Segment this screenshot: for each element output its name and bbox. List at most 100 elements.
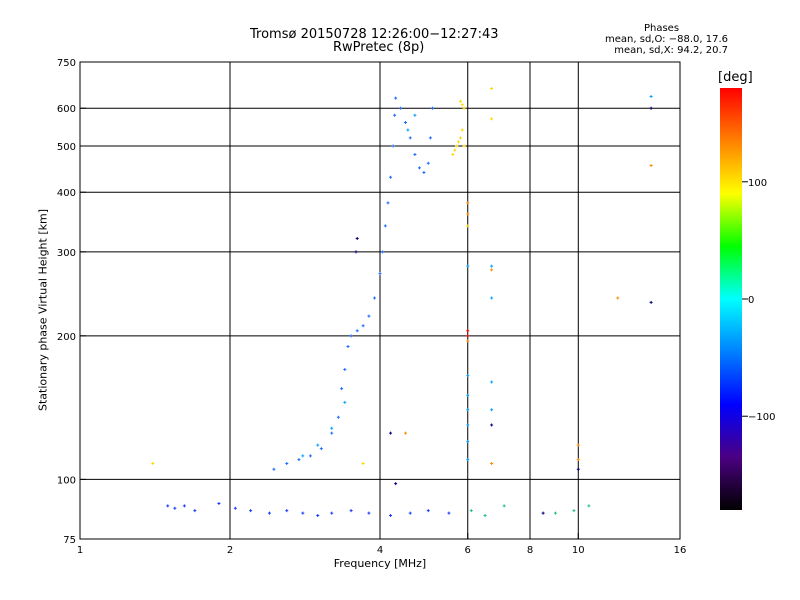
data-point — [361, 461, 365, 465]
data-point — [490, 86, 494, 90]
data-point — [406, 128, 410, 132]
data-point — [649, 300, 653, 304]
data-point — [460, 103, 464, 107]
data-point — [267, 511, 271, 515]
data-point — [431, 106, 435, 110]
data-point — [354, 250, 358, 254]
x-tick-label: 2 — [227, 545, 233, 556]
data-point — [422, 170, 426, 174]
data-point — [383, 224, 387, 228]
data-point — [553, 511, 557, 515]
y-tick-label: 600 — [57, 104, 76, 115]
data-point — [297, 458, 301, 462]
data-point — [394, 482, 398, 486]
data-point — [413, 113, 417, 117]
data-point — [458, 99, 462, 103]
chart-subtitle: RwPretec (8p) — [333, 40, 425, 55]
data-point — [466, 334, 470, 338]
data-point — [355, 236, 359, 240]
colorbar-unit-label: [deg] — [718, 70, 753, 85]
data-point — [490, 408, 494, 412]
data-point — [389, 431, 393, 435]
data-point — [649, 94, 653, 98]
data-point — [466, 393, 470, 397]
data-point — [426, 509, 430, 513]
data-point — [166, 504, 170, 508]
data-point — [616, 296, 620, 300]
data-point — [361, 324, 365, 328]
data-point — [343, 367, 347, 371]
data-point — [403, 121, 407, 125]
data-point — [391, 144, 395, 148]
data-point — [462, 144, 466, 148]
data-point — [173, 506, 177, 510]
phase-stats: Phases mean, sd,O: −88.0, 17.6 mean, sd,… — [605, 23, 728, 56]
data-point — [373, 296, 377, 300]
data-point — [576, 467, 580, 471]
data-point — [381, 250, 385, 254]
data-point — [576, 443, 580, 447]
data-point — [399, 106, 403, 110]
data-point — [447, 511, 451, 515]
data-point — [490, 296, 494, 300]
data-point — [466, 339, 470, 343]
data-point — [417, 166, 421, 170]
data-point — [319, 447, 323, 451]
y-tick-label: 750 — [57, 58, 76, 69]
data-point — [490, 264, 494, 268]
y-tick-label: 100 — [57, 475, 76, 486]
data-point — [408, 136, 412, 140]
data-point — [349, 509, 353, 513]
data-point — [182, 504, 186, 508]
data-point — [394, 96, 398, 100]
data-points — [151, 86, 653, 518]
x-tick-label: 1 — [77, 545, 83, 556]
data-point — [466, 374, 470, 378]
data-point — [490, 423, 494, 427]
data-point — [466, 408, 470, 412]
y-tick-label: 300 — [57, 248, 76, 259]
data-point — [346, 344, 350, 348]
data-point — [336, 415, 340, 419]
data-point — [413, 152, 417, 156]
data-point — [483, 514, 487, 518]
data-point — [330, 431, 334, 435]
data-point — [316, 514, 320, 518]
data-point — [490, 117, 494, 121]
data-point — [301, 454, 305, 458]
data-point — [466, 440, 470, 444]
x-tick-label: 8 — [527, 545, 533, 556]
x-tick-label: 16 — [674, 545, 687, 556]
data-point — [217, 502, 221, 506]
data-point — [193, 509, 197, 513]
x-tick-label: 6 — [465, 545, 471, 556]
data-point — [453, 148, 457, 152]
data-point — [367, 314, 371, 318]
data-point — [426, 161, 430, 165]
data-point — [490, 268, 494, 272]
data-point — [466, 201, 470, 205]
data-point — [330, 426, 334, 430]
data-point — [355, 329, 359, 333]
y-tick-label: 200 — [57, 332, 76, 343]
colorbar-tick-label: 100 — [748, 178, 767, 189]
y-axis-ticks: 75 100 200 300 400 500 600 750 — [57, 58, 86, 546]
data-point — [576, 458, 580, 462]
y-tick-label: 500 — [57, 142, 76, 153]
data-point — [393, 113, 397, 117]
data-point — [367, 511, 371, 515]
data-point — [490, 380, 494, 384]
data-point — [308, 454, 312, 458]
data-point — [466, 458, 470, 462]
y-tick-label: 400 — [57, 188, 76, 199]
data-point — [151, 461, 155, 465]
data-point — [458, 136, 462, 140]
x-tick-label: 4 — [377, 545, 383, 556]
data-point — [466, 212, 470, 216]
data-point — [490, 461, 494, 465]
data-point — [587, 504, 591, 508]
data-point — [457, 140, 461, 144]
y-tick-label: 75 — [63, 535, 76, 546]
data-point — [386, 201, 390, 205]
data-point — [343, 400, 347, 404]
